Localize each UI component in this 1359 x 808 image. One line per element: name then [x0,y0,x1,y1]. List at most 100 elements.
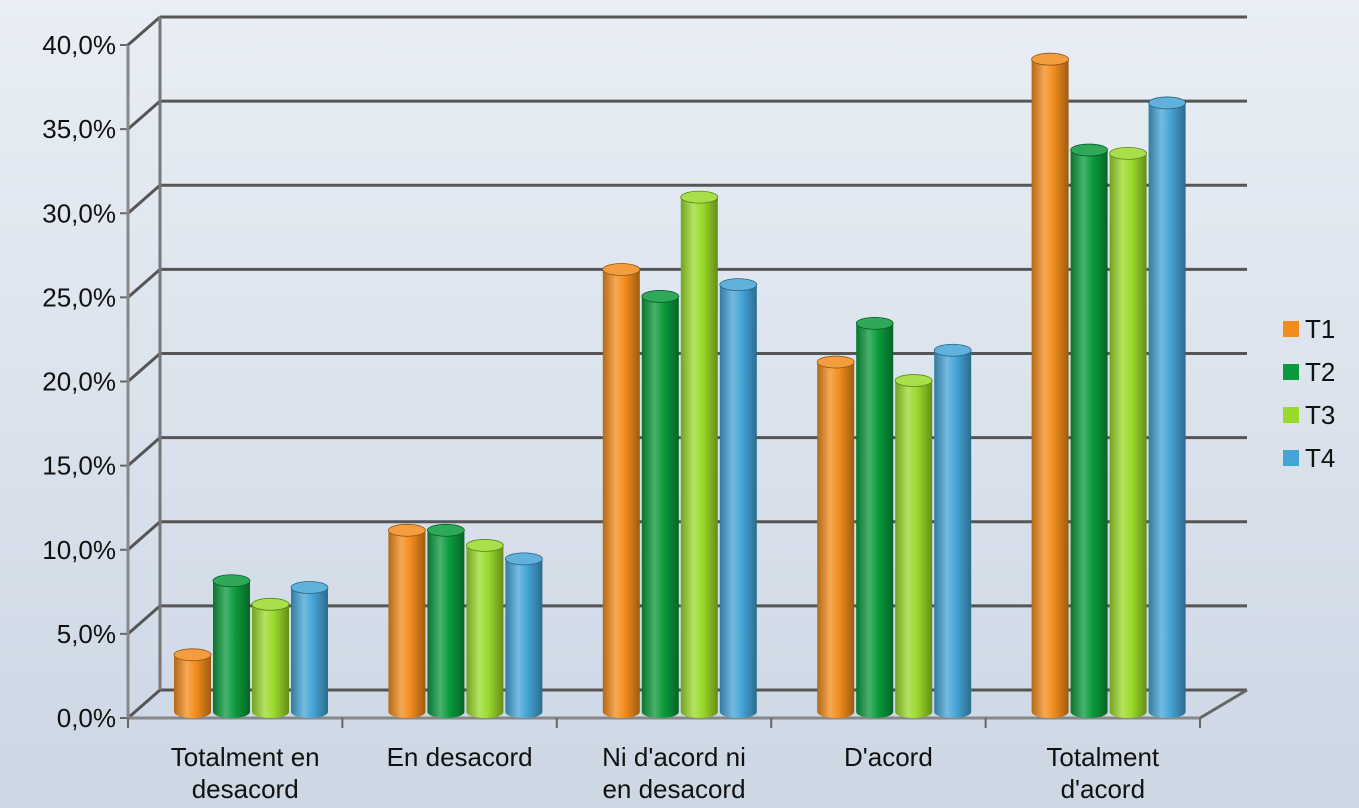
bar-top [426,523,465,537]
bar-top [1031,52,1069,66]
bar-body [174,654,211,718]
gridline-side [127,436,161,467]
legend-label: T4 [1305,443,1335,473]
gridline-side [127,520,161,551]
x-category-label: D'acord [844,742,933,772]
bar-top [680,190,719,204]
bar-body [466,545,504,718]
bar-T3-4 [1109,147,1147,718]
legend-item-T3: T3 [1283,400,1335,430]
bar-top [602,263,641,276]
x-category-label: Totalment d'acord [1046,742,1159,804]
bar-top [505,552,543,566]
bar-T1-1 [387,523,426,718]
bar-body [856,323,894,718]
legend-label: T2 [1305,357,1335,387]
legend-swatch [1283,450,1299,466]
bar-T1-0 [173,648,212,718]
bar-top [1109,147,1147,160]
x-category-label: Totalment en desacord [171,742,320,804]
axes [120,17,1248,728]
bar-T2-0 [212,574,251,718]
bar-body [291,587,328,718]
bar-body [934,350,972,718]
bar-top [1148,96,1186,110]
y-tick-label: 20,0% [42,367,116,397]
gridline-side [127,688,161,720]
legend-label: T1 [1305,314,1335,344]
bar-body [1070,150,1108,719]
bar-top [1070,143,1108,157]
bar-top [290,581,329,594]
bar-T4-1 [505,552,543,718]
x-category-label: Ni d'acord ni en desacord [602,742,746,804]
legend-swatch [1283,364,1299,380]
bar-body [719,284,757,718]
bar-T3-1 [465,539,504,718]
bar-top [173,648,212,662]
bar-body [213,580,250,718]
bar-T2-1 [426,523,465,718]
bar-top [251,597,290,611]
y-tick-label: 10,0% [42,535,116,565]
legend-item-T1: T1 [1283,314,1335,344]
y-tick-label: 0,0% [57,703,116,733]
bar-T1-3 [816,355,855,718]
legend-item-T4: T4 [1283,443,1335,473]
legend-label: T3 [1305,400,1335,430]
gridline-side [127,352,161,383]
bar-body [895,380,933,718]
bar-T4-3 [933,343,972,718]
bar-top [465,539,504,552]
x-category-label: En desacord [387,742,533,772]
bar-top [933,343,972,357]
bar-T1-4 [1031,52,1069,718]
bar-body [1031,59,1069,718]
bar-T4-0 [290,581,329,718]
bar-body [641,296,679,718]
bar-T2-2 [641,290,680,718]
bar-T2-3 [855,316,894,718]
bar-body [252,604,289,718]
y-tick-label: 30,0% [42,198,116,228]
bar-body [817,362,855,718]
gridline-side [127,268,161,299]
bar-body [388,530,426,718]
bar-T3-3 [894,374,933,718]
gridline-side [127,15,161,47]
bar-T4-4 [1148,96,1186,718]
bar-body [602,269,640,718]
y-tick-label: 25,0% [42,282,116,312]
bar-top [816,355,855,369]
y-axis-ticks: 0,0% 5,0% 10,0% 15,0% 20,0% 25,0% 30,0% 35,0% 40… [42,30,116,733]
bar-body [680,197,718,718]
bar-top [894,374,933,387]
y-tick-label: 5,0% [57,619,116,649]
y-tick-label: 35,0% [42,114,116,144]
bar-top [719,278,758,292]
bar-T2-4 [1070,143,1108,719]
legend: T1 T2 T3 T4 [1283,314,1335,473]
floor-right-edge [1199,688,1248,720]
bar-top [387,523,426,537]
x-axis-categories: Totalment en desacord En desacord Ni d'acor… [171,742,1160,804]
y-tick-label: 40,0% [42,30,116,60]
gridline-side [127,604,161,636]
bar-body [1109,153,1147,718]
y-tick-label: 15,0% [42,451,116,481]
bar-body [427,530,465,718]
bar-body [505,558,543,718]
legend-swatch [1283,321,1299,337]
legend-item-T2: T2 [1283,357,1335,387]
bar-T1-2 [602,263,641,718]
bar-body [1148,102,1186,718]
gridline-side [127,184,161,215]
bar-top [641,290,680,303]
bar-top [855,316,894,330]
legend-swatch [1283,407,1299,423]
gridline-side [127,99,161,131]
bar-T4-2 [719,278,758,718]
bar-top [212,574,251,588]
bar-T3-0 [251,597,290,718]
